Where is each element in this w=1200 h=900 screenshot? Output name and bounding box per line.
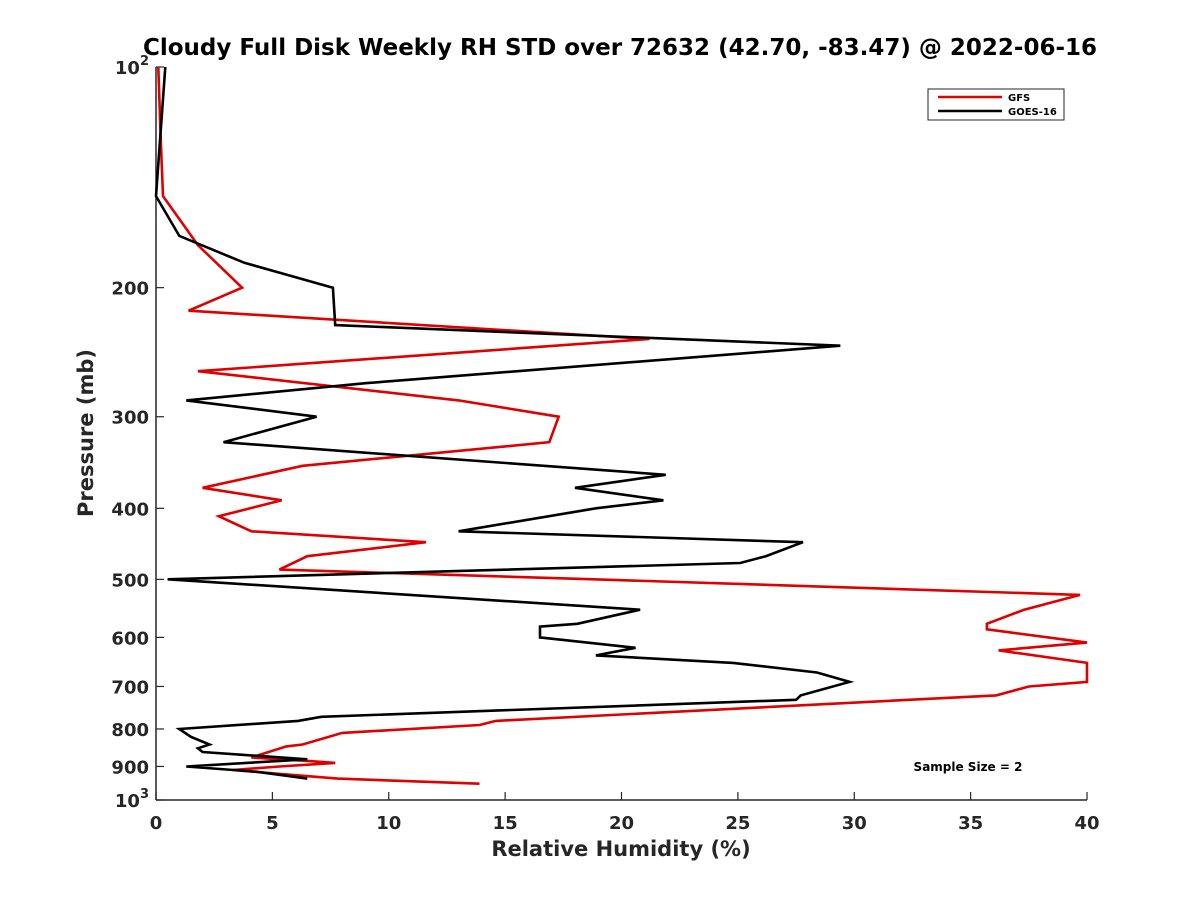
x-tick-label: 20 [609, 813, 634, 834]
x-ticks: 0 5 10 15 20 25 30 35 40 [150, 792, 1100, 834]
x-tick-label: 5 [266, 813, 279, 834]
x-tick-label: 35 [958, 813, 983, 834]
sample-size-annotation: Sample Size = 2 [914, 760, 1023, 774]
series-line-goes16 [154, 66, 855, 780]
x-axis-label: Relative Humidity (%) [491, 837, 750, 861]
chart-title: Cloudy Full Disk Weekly RH STD over 7263… [143, 35, 1097, 61]
series-layer [154, 66, 1089, 785]
x-tick-label: 0 [150, 813, 163, 834]
y-tick-label: 300 [111, 408, 149, 429]
y-tick-label: 200 [111, 279, 149, 300]
y-tick-label: 700 [111, 677, 149, 698]
x-tick-label: 25 [725, 813, 750, 834]
y-tick-label: 500 [111, 570, 149, 591]
y-axis-label: Pressure (mb) [74, 349, 98, 517]
series-line-gfs [157, 66, 1089, 785]
legend: GFS GOES-16 [927, 88, 1065, 121]
y-tick-label: 900 [111, 757, 149, 778]
y-tick-label: 400 [111, 499, 149, 520]
y-tick-label: 800 [111, 720, 149, 741]
legend-box [927, 88, 1065, 121]
x-tick-label: 30 [842, 813, 867, 834]
x-tick-label: 40 [1074, 813, 1099, 834]
y-tick-label: 102 [115, 54, 149, 79]
legend-label-gfs: GFS [1008, 93, 1030, 104]
x-tick-label: 10 [376, 813, 401, 834]
y-tick-label: 600 [111, 628, 149, 649]
x-tick-label: 15 [493, 813, 518, 834]
legend-label-goes16: GOES-16 [1008, 107, 1057, 118]
y-tick-label: 103 [115, 787, 149, 812]
y-ticks: 102 200 300 400 500 600 700 800 900 103 [111, 54, 164, 812]
